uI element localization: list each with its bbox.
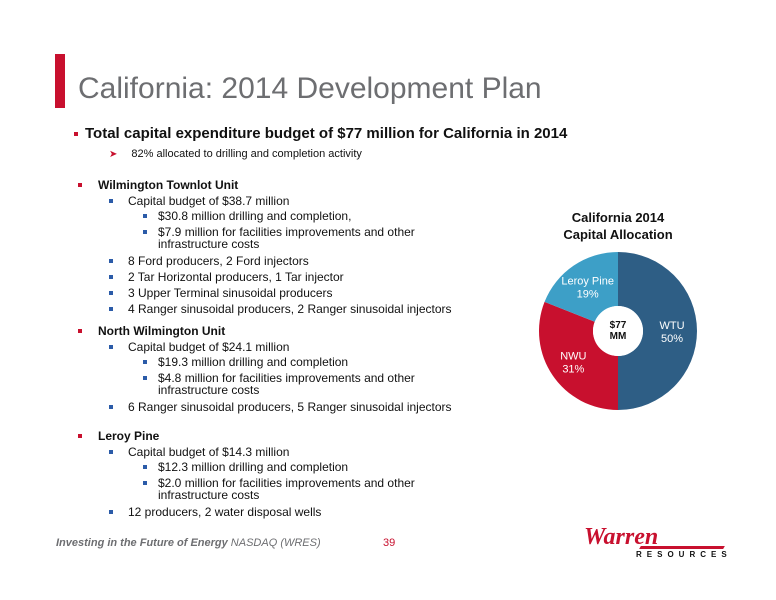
budget-sub-bullet: $30.8 million drilling and completion,	[143, 210, 351, 222]
donut-slice-nwu	[539, 301, 618, 410]
unit-name: Leroy Pine	[98, 429, 160, 443]
budget-sub-line: infrastructure costs	[158, 237, 260, 251]
slice-label: Leroy Pine 19%	[561, 275, 614, 300]
donut-center-label: $77 MM	[610, 320, 627, 342]
donut-center	[593, 306, 643, 356]
budget-sub-text: $4.8 million for facilities improvements…	[158, 372, 415, 396]
unit-detail-bullet: Capital budget of $24.1 million	[109, 340, 289, 354]
budget-sub-text: $19.3 million drilling and completion	[158, 356, 348, 368]
unit-name: Wilmington Townlot Unit	[98, 178, 239, 192]
budget-sub-text: $12.3 million drilling and completion	[158, 461, 348, 473]
budget-sub-text: $7.9 million for facilities improvements…	[158, 226, 415, 250]
unit-detail-text: Capital budget of $14.3 million	[128, 445, 290, 459]
square-bullet-icon	[143, 230, 147, 234]
unit-detail-text: 6 Ranger sinusoidal producers, 5 Ranger …	[128, 400, 452, 414]
page-number: 39	[383, 537, 396, 549]
budget-sub-line: $12.3 million drilling and completion	[158, 460, 349, 474]
headline-sub-text: 82% allocated to drilling and completion…	[131, 148, 362, 160]
warren-resources-logo: Warren RESOURCES	[578, 524, 728, 564]
unit-heading: Wilmington Townlot Unit	[78, 178, 238, 192]
unit-detail-text: 4 Ranger sinusoidal producers, 2 Ranger …	[128, 302, 452, 316]
unit-detail-text: 12 producers, 2 water disposal wells	[128, 505, 322, 519]
chart-title-line: California 2014	[571, 210, 665, 225]
logo-wordmark: Warren	[584, 524, 659, 550]
unit-detail-bullet: 8 Ford producers, 2 Ford injectors	[109, 254, 309, 268]
square-bullet-icon	[143, 481, 147, 485]
unit-name: North Wilmington Unit	[98, 324, 226, 338]
square-bullet-icon	[143, 376, 147, 380]
square-bullet-icon	[74, 131, 78, 136]
arrow-bullet-icon: ➤	[109, 148, 118, 160]
unit-detail-bullet: Capital budget of $38.7 million	[109, 194, 289, 208]
unit-detail-bullet: 3 Upper Terminal sinusoidal producers	[109, 286, 333, 300]
budget-sub-bullet: $7.9 million for facilities improvements…	[143, 226, 415, 250]
budget-sub-bullet: $12.3 million drilling and completion	[143, 461, 348, 473]
logo-swoosh	[639, 546, 725, 549]
unit-detail-text: 3 Upper Terminal sinusoidal producers	[128, 286, 333, 300]
square-bullet-icon	[143, 360, 147, 364]
budget-sub-line: $7.9 million for facilities improvements…	[158, 225, 415, 239]
square-bullet-icon	[143, 214, 147, 218]
headline-text: Total capital expenditure budget of $77 …	[85, 125, 568, 142]
budget-sub-bullet: $2.0 million for facilities improvements…	[143, 477, 415, 501]
budget-sub-bullet: $4.8 million for facilities improvements…	[143, 372, 415, 396]
slide-title: California: 2014 Development Plan	[78, 72, 542, 105]
title-accent-bar	[55, 54, 65, 108]
square-bullet-icon	[109, 291, 113, 295]
unit-detail-text: Capital budget of $24.1 million	[128, 340, 290, 354]
footer-tagline-rest: NASDAQ (WRES)	[227, 537, 321, 549]
unit-detail-bullet: 2 Tar Horizontal producers, 1 Tar inject…	[109, 270, 344, 284]
unit-detail-bullet: Capital budget of $14.3 million	[109, 445, 289, 459]
unit-detail-bullet: 6 Ranger sinusoidal producers, 5 Ranger …	[109, 400, 452, 414]
square-bullet-icon	[109, 345, 113, 349]
budget-sub-line: $2.0 million for facilities improvements…	[158, 476, 415, 490]
square-bullet-icon	[109, 275, 113, 279]
headline-sub-bullet: ➤ 82% allocated to drilling and completi…	[109, 148, 362, 160]
square-bullet-icon	[78, 183, 82, 187]
slice-label: NWU 31%	[560, 350, 586, 375]
budget-sub-line: $19.3 million drilling and completion	[158, 355, 349, 369]
unit-detail-text: Capital budget of $38.7 million	[128, 194, 290, 208]
square-bullet-icon	[109, 450, 113, 454]
budget-sub-line: infrastructure costs	[158, 383, 260, 397]
footer-tagline: Investing in the Future of Energy NASDAQ…	[56, 537, 321, 549]
square-bullet-icon	[78, 329, 82, 333]
square-bullet-icon	[78, 434, 82, 438]
capital-allocation-donut-chart: WTU 50% NWU 31% Leroy Pine 19% $77 MM	[539, 252, 697, 410]
unit-heading: North Wilmington Unit	[78, 324, 225, 338]
budget-sub-bullet: $19.3 million drilling and completion	[143, 356, 348, 368]
donut-slice-wtu	[618, 252, 697, 410]
square-bullet-icon	[109, 199, 113, 203]
donut-slice-leroy-pine	[544, 252, 618, 322]
slice-label: WTU 50%	[659, 320, 684, 345]
square-bullet-icon	[109, 259, 113, 263]
chart-title-line: Capital Allocation	[563, 227, 673, 242]
budget-sub-line: $4.8 million for facilities improvements…	[158, 371, 415, 385]
budget-sub-line: infrastructure costs	[158, 488, 260, 502]
unit-detail-bullet: 12 producers, 2 water disposal wells	[109, 505, 321, 519]
unit-heading: Leroy Pine	[78, 429, 159, 443]
headline-bullet: Total capital expenditure budget of $77 …	[74, 125, 567, 142]
budget-sub-text: $30.8 million drilling and completion,	[158, 210, 351, 222]
budget-sub-line: $30.8 million drilling and completion,	[158, 209, 352, 223]
square-bullet-icon	[143, 465, 147, 469]
chart-title: California 2014 Capital Allocation	[548, 209, 688, 243]
logo-subtitle: RESOURCES	[636, 550, 732, 559]
square-bullet-icon	[109, 510, 113, 514]
unit-detail-text: 2 Tar Horizontal producers, 1 Tar inject…	[128, 270, 344, 284]
square-bullet-icon	[109, 307, 113, 311]
budget-sub-text: $2.0 million for facilities improvements…	[158, 477, 415, 501]
unit-detail-text: 8 Ford producers, 2 Ford injectors	[128, 254, 309, 268]
unit-detail-bullet: 4 Ranger sinusoidal producers, 2 Ranger …	[109, 302, 452, 316]
square-bullet-icon	[109, 405, 113, 409]
footer-tagline-bold: Investing in the Future of Energy	[56, 537, 228, 549]
